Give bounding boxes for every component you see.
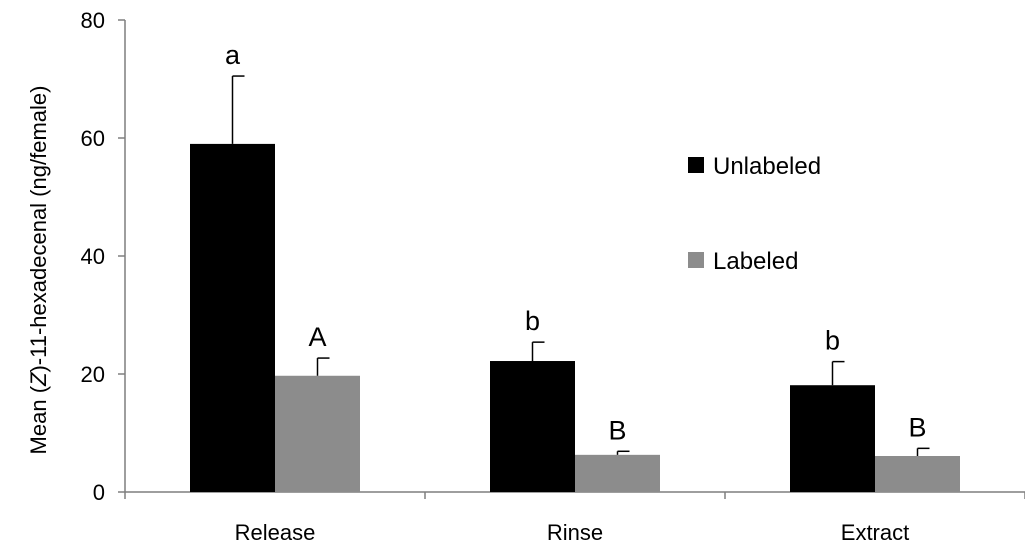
legend-label: Unlabeled [713, 153, 821, 180]
y-tick-label: 60 [81, 126, 105, 151]
x-tick-label: Release [235, 520, 316, 545]
significance-label: b [825, 326, 840, 356]
significance-label: B [608, 415, 626, 445]
significance-label: B [908, 412, 926, 442]
x-axis: Release Rinse Extract [124, 491, 1025, 545]
y-axis-title: Mean (Z)-11-hexadecenal (ng/female) [26, 86, 51, 455]
bar [875, 456, 960, 492]
legend-label: Labeled [713, 248, 798, 275]
bar [790, 385, 875, 492]
significance-label: A [308, 322, 326, 352]
y-tick-label: 40 [81, 244, 105, 269]
x-tick-label: Extract [841, 520, 909, 545]
bar [275, 375, 360, 492]
bars: a Ab Bb B [190, 40, 960, 492]
bar [190, 143, 275, 492]
y-tick-label: 0 [93, 480, 105, 505]
legend: Unlabeled Labeled [688, 153, 821, 275]
significance-label: a [225, 40, 241, 70]
significance-label: b [525, 306, 540, 336]
legend-swatch [688, 252, 704, 268]
bar [490, 361, 575, 492]
x-tick-label: Rinse [547, 520, 603, 545]
y-tick-label: 80 [81, 8, 105, 33]
y-tick-label: 20 [81, 362, 105, 387]
legend-swatch [688, 157, 704, 173]
y-axis: 0 20 40 60 80 [81, 8, 126, 505]
bar [575, 454, 660, 492]
